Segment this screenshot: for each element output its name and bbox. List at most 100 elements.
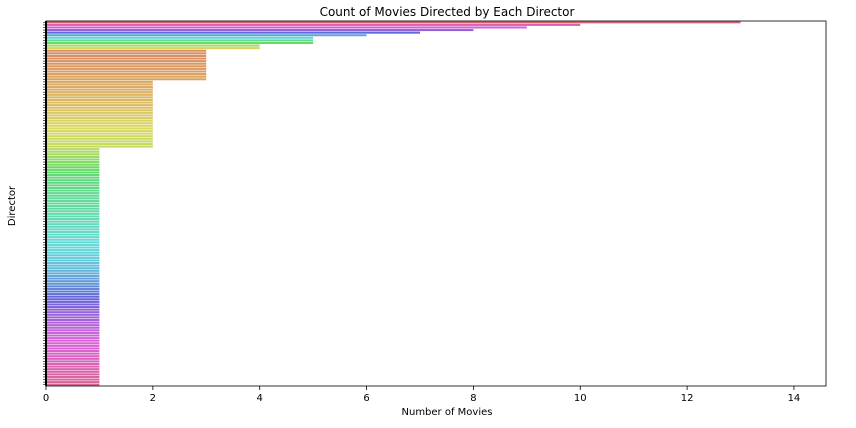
bar: [46, 54, 207, 57]
bar: [46, 155, 100, 158]
bar: [46, 236, 100, 239]
bar: [46, 57, 207, 60]
bar: [46, 350, 100, 353]
bar: [46, 140, 153, 143]
bar: [46, 269, 100, 272]
bar: [46, 228, 100, 231]
plot-frame: [45, 20, 827, 387]
bar: [46, 233, 100, 236]
bar: [46, 114, 153, 117]
bar: [46, 249, 100, 252]
bar: [46, 36, 314, 39]
bar: [46, 91, 153, 94]
bar: [46, 344, 100, 347]
bar: [46, 168, 100, 171]
bar: [46, 124, 153, 127]
bar: [46, 161, 100, 164]
bar: [46, 225, 100, 228]
bar: [46, 378, 100, 381]
bar: [46, 31, 420, 34]
bar: [46, 26, 527, 29]
bar: [46, 277, 100, 280]
bar: [46, 355, 100, 358]
bar: [46, 220, 100, 223]
bar: [46, 223, 100, 226]
bar: [46, 98, 153, 101]
bar: [46, 210, 100, 213]
bar: [46, 39, 314, 42]
bar: [46, 153, 100, 156]
x-axis: 0 2 4 6 8 10 12 14: [43, 386, 800, 404]
bar: [46, 217, 100, 221]
bar: [46, 339, 100, 342]
bar: [46, 23, 581, 26]
x-tick-label: 6: [363, 393, 369, 404]
bar: [46, 300, 100, 303]
x-tick-label: 8: [470, 393, 476, 404]
bar: [46, 381, 100, 384]
bar: [46, 75, 207, 78]
bar: [46, 158, 100, 161]
bar: [46, 73, 207, 76]
bar: [46, 70, 207, 73]
bar: [46, 173, 100, 177]
bar: [46, 274, 100, 278]
bar: [46, 176, 100, 179]
bar: [46, 171, 100, 174]
bar: [46, 321, 100, 324]
bar: [46, 272, 100, 275]
bar: [46, 47, 260, 50]
bar: [46, 264, 100, 267]
bar: [46, 295, 100, 298]
bar: [46, 148, 100, 151]
bar: [46, 78, 207, 81]
chart-title: Count of Movies Directed by Each Directo…: [320, 5, 575, 19]
bar: [46, 254, 100, 257]
bar: [46, 166, 100, 169]
bar: [46, 189, 100, 192]
bar: [46, 256, 100, 259]
bar: [46, 316, 100, 319]
bar: [46, 293, 100, 296]
bar: [46, 109, 153, 112]
bar: [46, 186, 100, 190]
bar: [46, 365, 100, 368]
bar: [46, 202, 100, 205]
bar: [46, 96, 153, 99]
bar: [46, 137, 153, 140]
x-tick-label: 12: [681, 393, 694, 404]
bar: [46, 181, 100, 184]
bar: [46, 306, 100, 309]
bar: [46, 243, 100, 246]
bar: [46, 80, 153, 83]
bar: [46, 331, 100, 334]
bar: [46, 347, 100, 350]
bar: [46, 207, 100, 210]
bar: [46, 383, 100, 386]
bar: [46, 101, 153, 104]
bar: [46, 215, 100, 218]
bar: [46, 65, 207, 68]
bar: [46, 318, 100, 322]
bar: [46, 262, 100, 265]
bar: [46, 205, 100, 208]
bar: [46, 308, 100, 311]
bar: [46, 368, 100, 371]
bar: [46, 163, 100, 166]
bar: [46, 298, 100, 301]
bar: [46, 85, 153, 89]
bar: [46, 34, 367, 37]
bar: [46, 251, 100, 254]
x-tick-label: 2: [150, 393, 156, 404]
bar: [46, 117, 153, 120]
bar: [46, 287, 100, 290]
bar: [46, 246, 100, 249]
bar: [46, 132, 153, 135]
bar: [46, 373, 100, 376]
bar: [46, 21, 741, 24]
bar: [46, 267, 100, 270]
bar: [46, 334, 100, 337]
bar: [46, 83, 153, 86]
